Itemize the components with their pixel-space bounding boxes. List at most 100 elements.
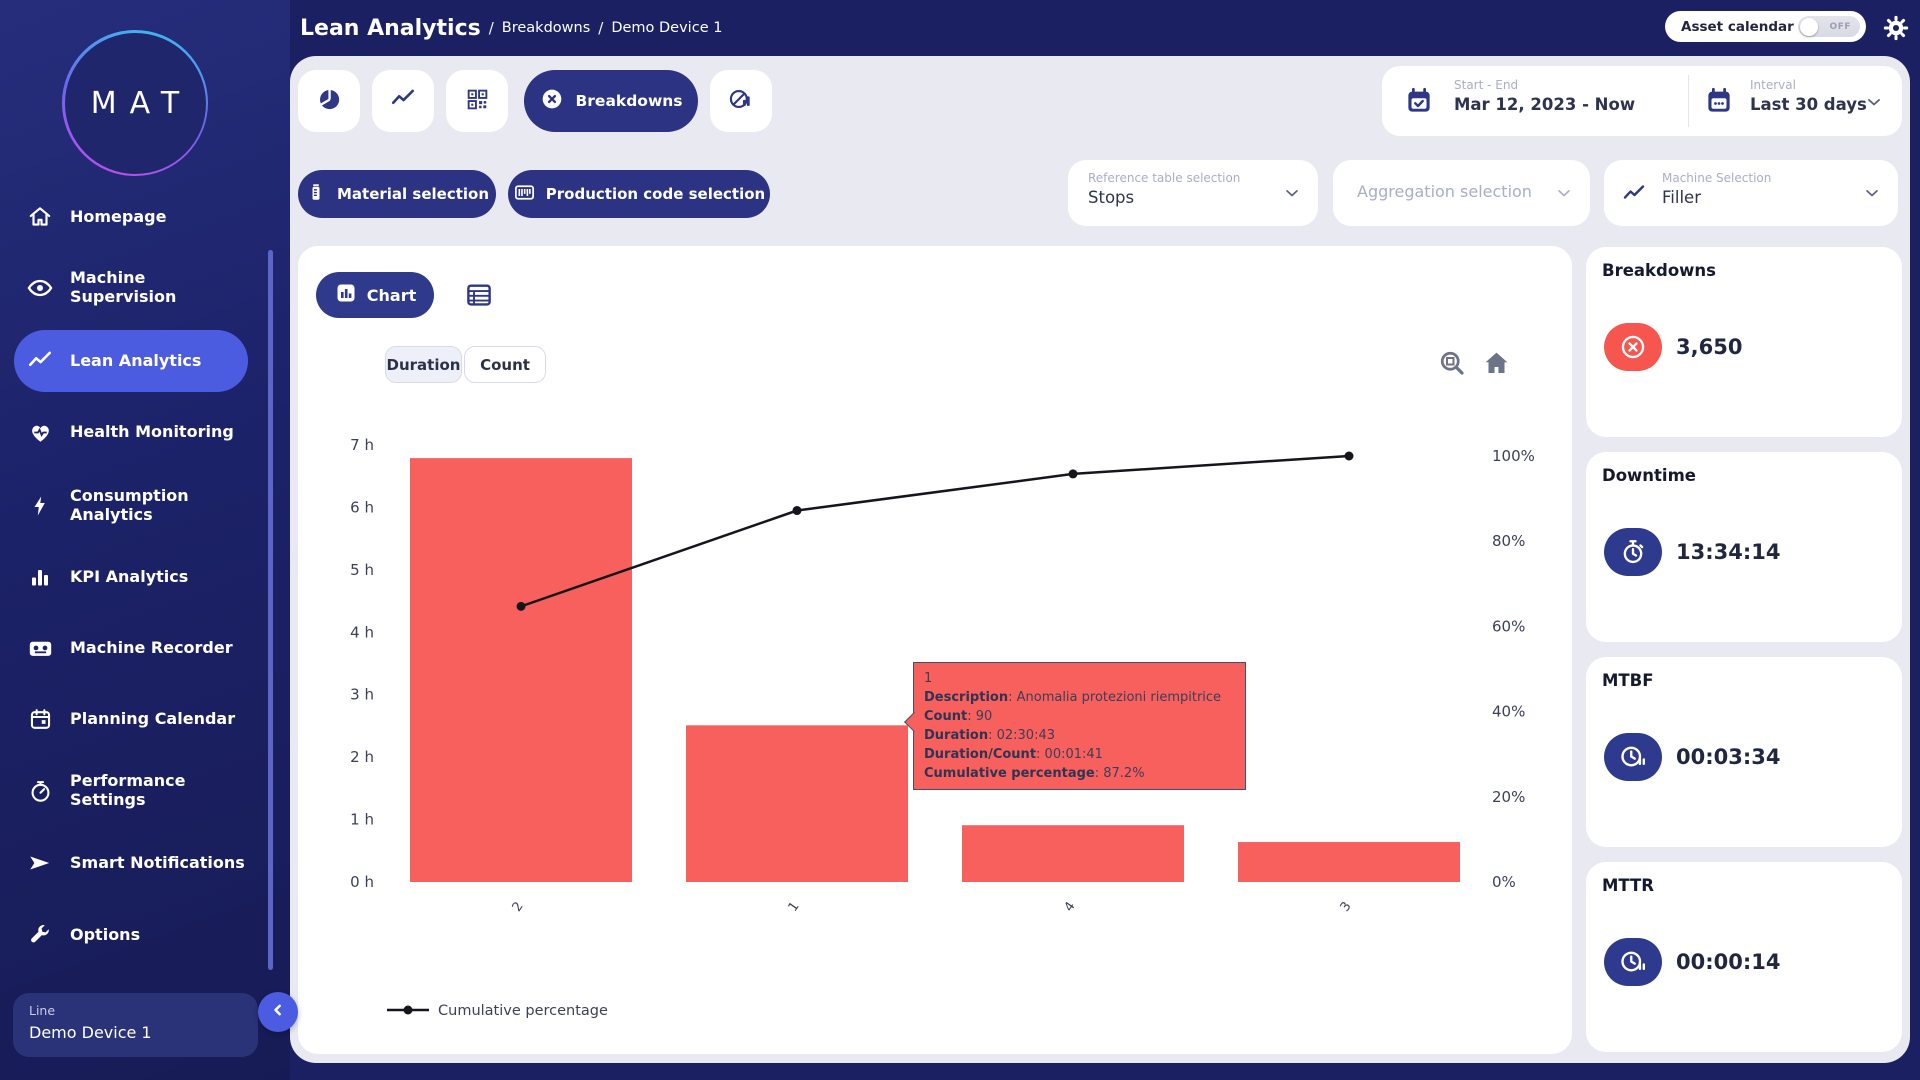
reference-table-dropdown[interactable]: Reference table selection Stops xyxy=(1068,160,1318,226)
trend-icon xyxy=(1622,182,1646,210)
stat-value: 3,650 xyxy=(1676,335,1743,359)
sidebar-item-health-monitoring[interactable]: Health Monitoring xyxy=(0,410,270,454)
sidebar-item-label: Health Monitoring xyxy=(70,421,234,441)
machine-selection-label: Machine Selection xyxy=(1662,171,1772,185)
trend-icon xyxy=(390,86,416,116)
chevron-down-icon xyxy=(1862,183,1882,207)
device-selector[interactable]: Line Demo Device 1 xyxy=(13,993,258,1057)
svg-text:40%: 40% xyxy=(1492,703,1525,721)
svg-text:5 h: 5 h xyxy=(350,561,374,579)
sidebar-item-machine-recorder[interactable]: Machine Recorder xyxy=(0,626,270,670)
stat-title: MTBF xyxy=(1602,671,1654,690)
interval-value: Last 30 days xyxy=(1750,95,1867,114)
sidebar-item-options[interactable]: Options xyxy=(0,913,270,957)
asset-calendar-switch[interactable]: OFF xyxy=(1798,16,1860,37)
material-selection-label: Material selection xyxy=(336,185,490,203)
x-circle-icon xyxy=(1604,323,1662,371)
mode-duration-button[interactable]: Duration xyxy=(385,346,462,383)
svg-text:2 h: 2 h xyxy=(350,748,374,766)
sidebar-item-label: Planning Calendar xyxy=(70,708,236,728)
mode-duration-label: Duration xyxy=(386,355,461,374)
svg-text:1 h: 1 h xyxy=(350,811,374,829)
sidebar-collapse-button[interactable] xyxy=(258,992,298,1032)
clock-pause-icon xyxy=(1604,938,1662,986)
svg-text:2: 2 xyxy=(510,899,527,914)
sidebar-item-homepage[interactable]: Homepage xyxy=(0,195,270,239)
pareto-chart[interactable]: 7 h6 h5 h4 h3 h2 h1 h0 h100%80%60%40%20%… xyxy=(298,376,1574,1052)
mode-count-button[interactable]: Count xyxy=(464,346,546,383)
settings-gear-icon[interactable] xyxy=(1882,14,1910,42)
interval-label: Interval xyxy=(1750,78,1796,92)
chart-panel: Chart Duration Count 7 h 6 h 5 h 4 h 3 h 2 h 1… xyxy=(298,246,1572,1054)
date-range-box: Start - End Mar 12, 2023 - Now Interval … xyxy=(1382,66,1902,136)
sidebar-item-label: Lean Analytics xyxy=(70,350,202,370)
pie-chart-icon xyxy=(315,85,343,117)
table-icon xyxy=(464,284,494,314)
trend-icon xyxy=(26,347,54,375)
top-header: Lean Analytics / Breakdowns / Demo Devic… xyxy=(290,0,1920,56)
asset-calendar-toggle-pill[interactable]: Asset calendar OFF xyxy=(1665,11,1866,42)
sidebar-item-consumption-analytics[interactable]: Consumption Analytics xyxy=(0,484,270,528)
chevron-left-icon xyxy=(268,1000,288,1024)
stopwatch-icon xyxy=(1604,528,1662,576)
eye-icon xyxy=(26,274,54,302)
svg-text:100%: 100% xyxy=(1492,447,1535,465)
divider xyxy=(1688,75,1689,127)
stat-title: MTTR xyxy=(1602,876,1655,895)
aggregation-dropdown[interactable]: Aggregation selection xyxy=(1333,160,1590,226)
svg-text:1: 1 xyxy=(786,899,803,914)
breadcrumb-separator: / xyxy=(488,19,494,37)
gauge-icon xyxy=(26,777,54,805)
svg-text:4 h: 4 h xyxy=(350,623,374,641)
sidebar-item-label: Homepage xyxy=(70,206,167,226)
calendar-check-icon xyxy=(1404,86,1434,116)
brand-logo-text: MAT xyxy=(64,32,206,174)
sidebar-item-performance-settings[interactable]: Performance Settings xyxy=(0,769,270,813)
sidebar-item-label: Performance Settings xyxy=(70,771,186,809)
tooltip-title: 1 xyxy=(924,671,933,686)
svg-text:4: 4 xyxy=(1062,899,1079,914)
start-end-field[interactable]: Start - End Mar 12, 2023 - Now xyxy=(1454,78,1635,114)
sidebar-scrollbar[interactable] xyxy=(268,250,273,970)
heart-pulse-icon xyxy=(26,418,54,446)
chevron-down-icon[interactable] xyxy=(1864,92,1884,116)
view-button-breakdowns[interactable]: Breakdowns xyxy=(524,70,698,132)
sidebar-item-smart-notifications[interactable]: Smart Notifications xyxy=(0,841,270,885)
machine-selection-dropdown[interactable]: Machine Selection Filler xyxy=(1604,160,1898,226)
breadcrumb-item[interactable]: Breakdowns xyxy=(501,20,591,36)
mode-count-label: Count xyxy=(480,355,530,374)
svg-text:60%: 60% xyxy=(1492,617,1525,635)
reset-home-icon[interactable] xyxy=(1481,348,1512,383)
zoom-area-icon[interactable] xyxy=(1437,348,1467,383)
chevron-down-icon xyxy=(1282,183,1302,207)
breadcrumb-item[interactable]: Demo Device 1 xyxy=(611,20,723,36)
bolt-icon xyxy=(26,492,54,520)
sidebar-item-label: KPI Analytics xyxy=(70,566,189,586)
device-selector-value: Demo Device 1 xyxy=(29,1023,152,1042)
sidebar-item-planning-calendar[interactable]: Planning Calendar xyxy=(0,697,270,741)
losses-icon xyxy=(728,86,754,116)
view-button-pie[interactable] xyxy=(298,70,360,132)
material-selection-button[interactable]: Material selection xyxy=(298,170,496,218)
chart-view-button[interactable]: Chart xyxy=(316,272,434,318)
stat-title: Breakdowns xyxy=(1602,261,1716,280)
svg-text:6 h: 6 h xyxy=(350,498,374,516)
calendar-interval-icon xyxy=(1704,86,1734,116)
clock-pause-icon xyxy=(1604,733,1662,781)
sidebar-item-kpi-analytics[interactable]: KPI Analytics xyxy=(0,555,270,599)
brand-logo: MAT xyxy=(62,30,208,176)
view-button-losses[interactable] xyxy=(710,70,772,132)
view-button-matrix[interactable] xyxy=(446,70,508,132)
sidebar-item-machine-supervision[interactable]: Machine Supervision xyxy=(0,266,270,310)
matrix-icon xyxy=(465,87,490,116)
tooltip-rows: Description: Anomalia protezioni riempit… xyxy=(924,690,1222,781)
view-button-trend[interactable] xyxy=(372,70,434,132)
home-icon xyxy=(26,203,54,231)
production-code-selection-button[interactable]: Production code selection xyxy=(508,170,770,218)
interval-field[interactable]: Interval Last 30 days xyxy=(1750,78,1867,114)
chart-view-label: Chart xyxy=(366,285,417,305)
sidebar-item-lean-analytics[interactable]: Lean Analytics xyxy=(14,330,248,392)
table-view-button[interactable] xyxy=(464,280,494,310)
chart-tooltip: 1 Description: Anomalia protezioni riemp… xyxy=(913,662,1246,790)
breadcrumb-separator: / xyxy=(598,19,604,37)
